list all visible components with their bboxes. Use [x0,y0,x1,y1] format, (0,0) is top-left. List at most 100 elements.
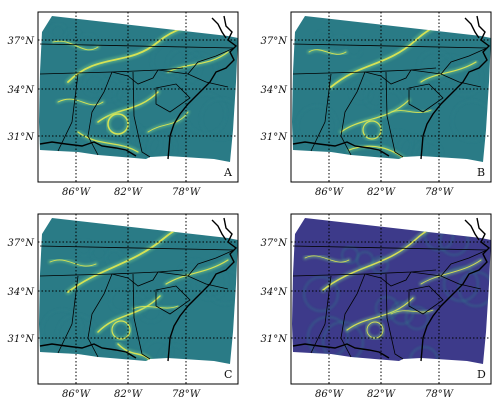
axes-frame [37,11,239,183]
texture-ring [405,306,429,330]
panel-label: A [223,166,233,179]
map-panel-b: 37°N 34°N 31°N 86°W 82°W 78°W B [255,10,495,200]
field-feature [366,321,384,339]
state-boundary [410,69,482,88]
texture-ring [364,85,388,109]
field-feature [97,91,159,123]
texture-ring [75,239,93,257]
longitude-tick-label: 86°W [62,389,91,400]
map-panel-d: 37°N 34°N 31°N 86°W 82°W 78°W D [255,212,495,402]
texture-ring [451,100,491,142]
axes-frame [290,213,492,385]
field-features [49,19,238,162]
coastline [167,217,238,362]
texture-ring [443,266,479,302]
longitude-tick-label: 82°W [114,389,143,400]
field-feature [420,259,482,285]
texture-ring [296,105,338,147]
state-boundary [111,69,159,85]
state-boundary [440,249,488,277]
longitude-tick-label: 78°W [172,187,201,198]
field-feature [420,61,477,83]
field-feature [390,309,434,315]
panel-label: B [477,166,485,179]
map-svg-c: 37°N 34°N 31°N 86°W 82°W 78°W C [8,213,239,400]
state-boundary [132,71,151,158]
state-boundary [408,83,444,113]
state-boundary [155,83,191,113]
field-feature [57,98,104,106]
texture-ring [413,140,443,162]
latitude-tick-label: 31°N [261,132,289,143]
longitude-tick-label: 86°W [62,187,91,198]
state-boundary [385,71,404,158]
axes-frame [37,213,239,385]
coastline [211,219,227,241]
texture-ring [200,98,238,140]
coastline [464,219,480,241]
texture-ring [83,73,107,97]
field-feature [340,99,410,133]
map-svg-b: 37°N 34°N 31°N 86°W 82°W 78°W B [261,11,492,198]
texture-ring [345,40,363,58]
latitude-tick-label: 31°N [8,334,36,345]
texture-ring [109,289,133,313]
state-boundary [385,273,404,360]
coastline [39,343,137,359]
longitude-tick-label: 78°W [172,389,201,400]
map-panel-c: 37°N 34°N 31°N 86°W 82°W 78°W C [2,212,242,402]
map-panel-a: 37°N 34°N 31°N 86°W 82°W 78°W A [2,10,242,200]
state-boundary [39,43,235,49]
state-boundary [157,271,229,290]
longitude-tick-label: 82°W [114,187,143,198]
field-feature [346,297,414,331]
texture-ring [303,276,339,312]
field-feature [167,51,229,73]
longitude-tick-label: 82°W [367,187,396,198]
field-feature [362,120,382,140]
latitude-tick-label: 34°N [261,287,289,298]
field-feature [111,320,131,340]
panel-label: C [224,368,232,381]
field-feature [390,109,432,114]
coastline [420,217,491,362]
texture-ring [181,53,217,89]
texture-ring [147,133,177,162]
coastline [39,141,137,157]
data-field [39,16,238,162]
latitude-tick-label: 37°N [261,36,289,47]
field-feature [165,259,229,285]
longitude-tick-label: 78°W [425,389,454,400]
state-boundary [364,271,412,287]
state-boundary [440,47,488,75]
texture-ring [113,83,137,107]
coastline [292,343,390,359]
texture-ring [132,128,162,158]
latitude-tick-label: 37°N [8,36,36,47]
axes-frame [290,11,492,183]
latitude-tick-label: 34°N [8,287,36,298]
state-boundary [187,249,235,277]
longitude-tick-label: 78°W [425,187,454,198]
texture-ring [117,123,147,153]
longitude-tick-label: 86°W [315,187,344,198]
texture-ring [398,135,428,162]
texture-ring [98,78,122,102]
state-boundary [132,273,151,360]
latitude-tick-label: 37°N [8,238,36,249]
coastline [464,17,480,39]
longitude-tick-label: 86°W [315,389,344,400]
panel-label: D [477,368,486,381]
state-boundary [111,271,159,287]
field-feature [52,40,99,51]
field-feature [97,295,161,333]
state-boundary [364,69,412,85]
texture-ring [417,50,453,86]
latitude-tick-label: 34°N [261,85,289,96]
texture-ring [447,60,483,96]
field-feature [304,255,350,263]
texture-ring [41,309,83,351]
coastline [211,17,227,39]
state-boundary [157,69,229,88]
data-field [292,16,491,162]
